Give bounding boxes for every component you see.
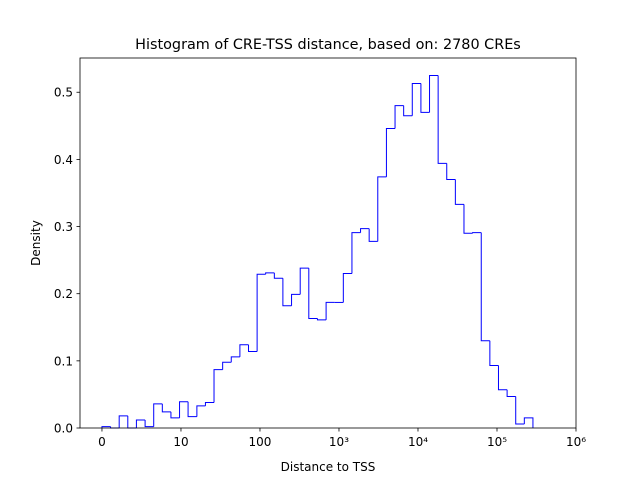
histogram-bin — [265, 272, 275, 275]
x-tick-label: 10⁵ — [487, 435, 507, 449]
histogram-bin — [394, 105, 404, 129]
histogram-bin — [420, 83, 430, 113]
histogram-bin — [161, 403, 171, 413]
histogram-bin — [454, 179, 464, 205]
y-tick-label: 0.1 — [54, 354, 73, 368]
x-tick-label: 0 — [98, 435, 106, 449]
histogram-bin — [135, 419, 146, 428]
histogram-bin — [213, 369, 223, 403]
histogram-bin — [377, 176, 387, 242]
histogram-bin — [429, 74, 439, 113]
histogram-bin — [299, 267, 309, 295]
plot-frame — [79, 57, 577, 429]
x-axis-label: Distance to TSS — [281, 460, 376, 474]
histogram-bin — [204, 401, 215, 406]
histogram-bin — [101, 426, 111, 428]
x-tick-label: 10⁶ — [566, 435, 586, 449]
histogram-bin — [446, 163, 456, 181]
y-tick-label: 0.4 — [54, 153, 73, 167]
histogram-bin — [273, 272, 283, 279]
histogram-bin — [463, 204, 473, 234]
chart-title: Histogram of CRE-TSS distance, based on:… — [135, 37, 521, 53]
y-tick-label: 0.2 — [54, 287, 73, 301]
histogram-bin — [325, 301, 335, 320]
y-tick-label: 0.3 — [54, 220, 73, 234]
histogram-bin — [497, 365, 508, 391]
histogram-bin — [291, 293, 301, 306]
histogram-bin — [480, 232, 490, 342]
histogram-bin — [506, 389, 516, 397]
histogram-bin — [256, 273, 266, 352]
histogram-bin — [239, 344, 249, 357]
histogram-bin — [144, 419, 154, 428]
histogram-bin — [368, 228, 378, 242]
histogram-bin — [230, 356, 240, 363]
histogram-bin — [515, 396, 525, 425]
histogram-bin — [385, 128, 396, 177]
histogram-bin — [472, 232, 482, 234]
histogram-bin — [222, 361, 232, 370]
histogram-bin — [179, 401, 189, 418]
x-tick-label: 10 — [173, 435, 188, 449]
histogram-bin — [127, 415, 137, 429]
y-axis-label: Density — [29, 220, 43, 266]
x-tick-label: 10⁴ — [408, 435, 428, 449]
histogram-bin — [437, 75, 447, 164]
histogram-bin — [196, 405, 206, 417]
histogram-bin — [342, 273, 352, 303]
histogram-bin — [187, 401, 197, 418]
x-tick-label: 100 — [249, 435, 272, 449]
histogram-bin — [118, 415, 128, 428]
histogram-bin — [248, 344, 258, 352]
histogram-bin — [316, 318, 327, 321]
histogram-bin — [489, 340, 499, 367]
y-tick-label: 0.0 — [54, 422, 73, 436]
histogram-bin — [282, 278, 292, 307]
histogram-bin — [360, 228, 370, 233]
histogram-bin — [411, 83, 421, 116]
histogram-bin — [170, 411, 180, 419]
histogram-bin — [523, 417, 534, 428]
histogram-bin — [153, 403, 163, 427]
histogram-bin — [403, 105, 413, 117]
x-tick-label: 10³ — [329, 435, 349, 449]
histogram-bin — [308, 268, 318, 320]
y-tick-label: 0.5 — [54, 86, 73, 100]
histogram-bin — [351, 232, 361, 274]
